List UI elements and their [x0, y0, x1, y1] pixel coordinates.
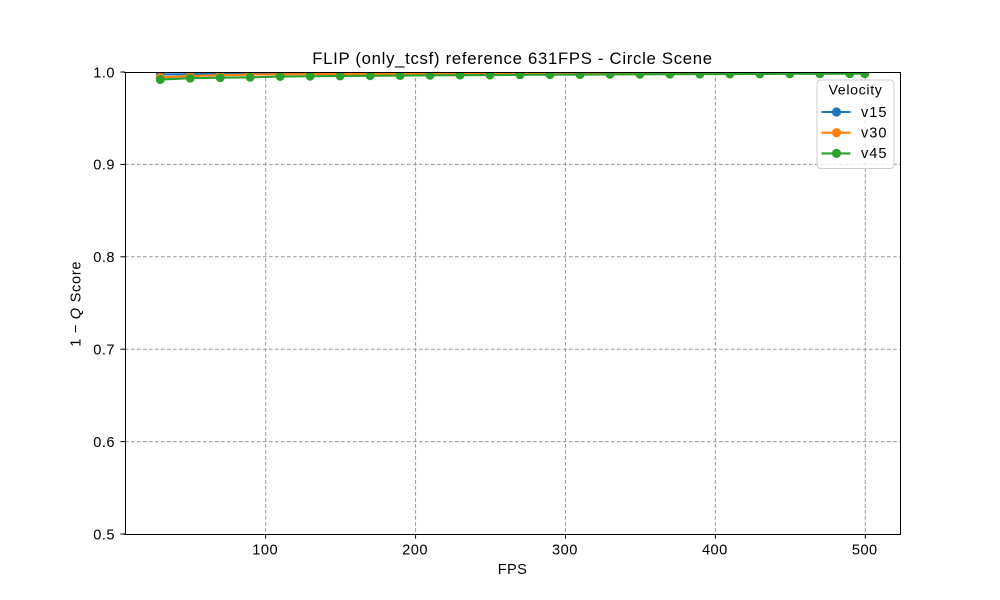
svg-text:FPS: FPS — [498, 562, 528, 578]
svg-text:0.7: 0.7 — [93, 343, 115, 359]
svg-text:0.8: 0.8 — [93, 250, 115, 266]
svg-text:Velocity: Velocity — [828, 83, 882, 99]
svg-text:FLIP (only_tcsf) reference 631: FLIP (only_tcsf) reference 631FPS - Circ… — [312, 49, 713, 68]
svg-text:v45: v45 — [861, 146, 888, 162]
svg-text:1.0: 1.0 — [93, 65, 115, 81]
svg-text:v30: v30 — [861, 126, 888, 142]
svg-text:v15: v15 — [861, 105, 888, 121]
svg-text:0.5: 0.5 — [93, 527, 115, 543]
svg-text:500: 500 — [852, 543, 878, 559]
svg-text:100: 100 — [252, 543, 278, 559]
svg-text:1 − Q Score: 1 − Q Score — [69, 261, 85, 347]
svg-text:200: 200 — [402, 543, 428, 559]
svg-text:0.9: 0.9 — [93, 158, 115, 174]
svg-text:0.6: 0.6 — [93, 435, 115, 451]
svg-text:400: 400 — [702, 543, 728, 559]
svg-text:300: 300 — [552, 543, 578, 559]
